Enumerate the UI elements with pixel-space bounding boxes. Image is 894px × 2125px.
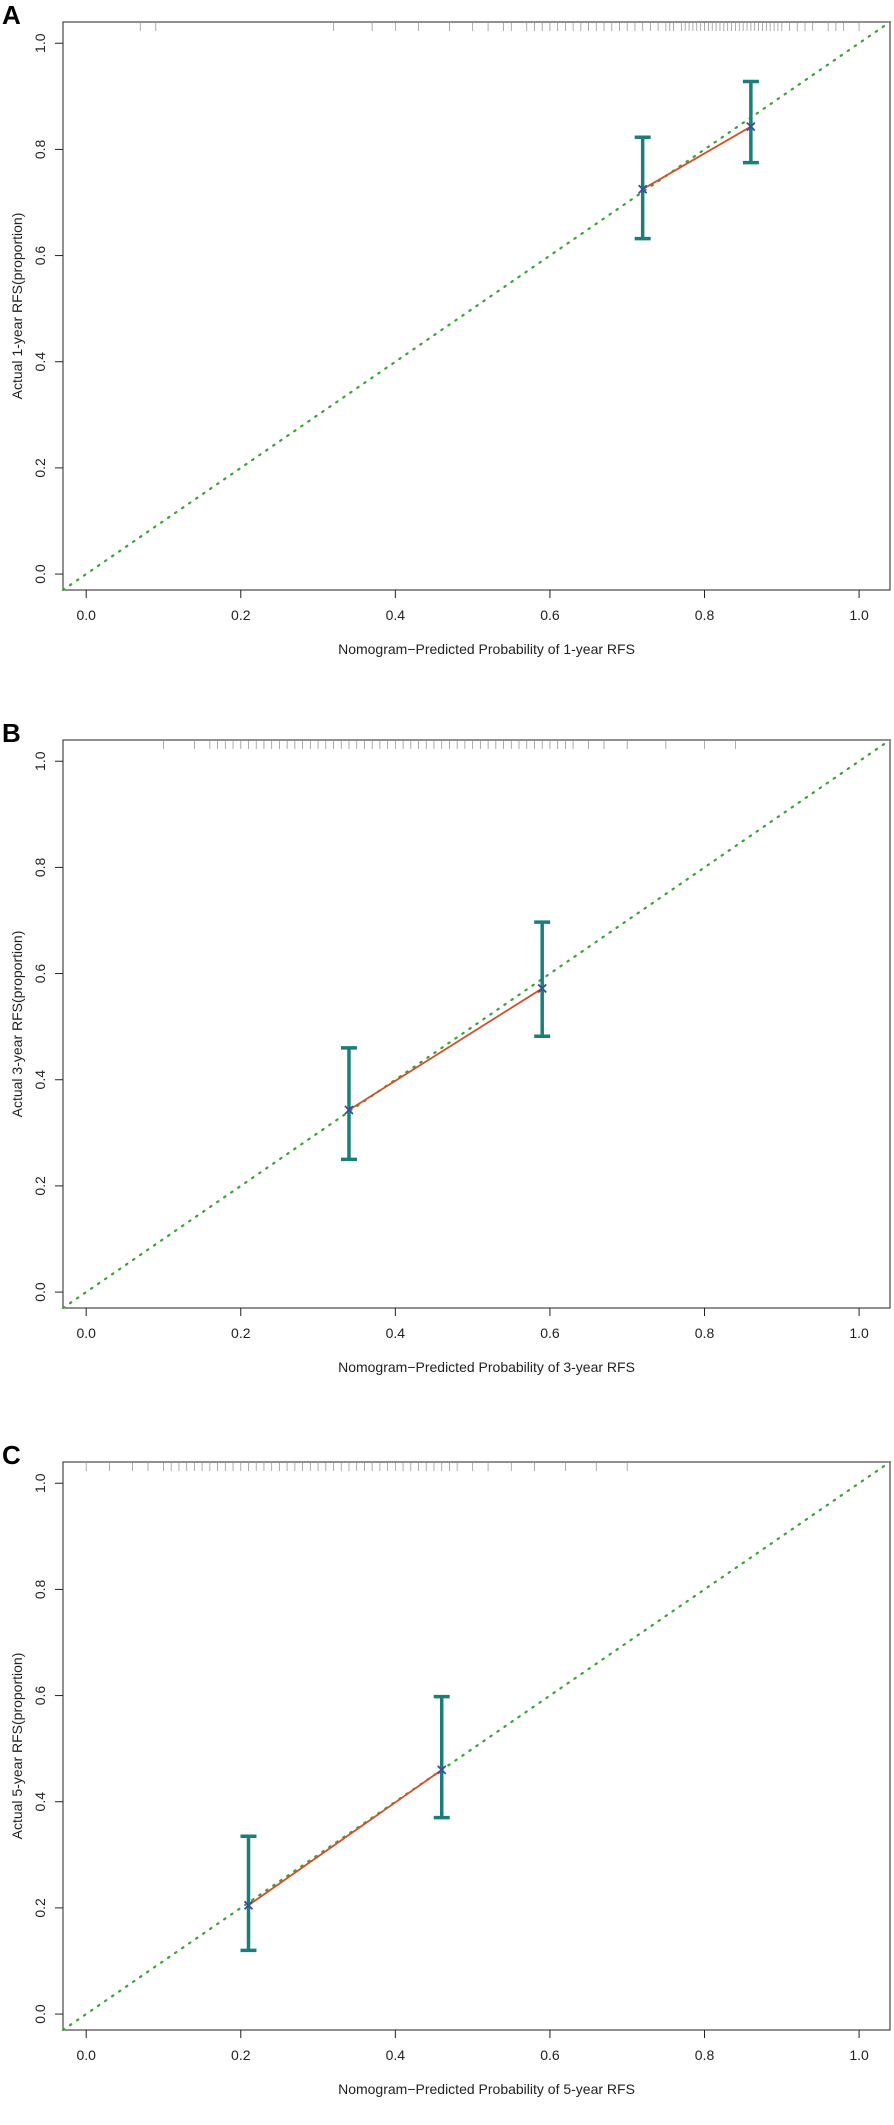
- calibration-panel-c: C 0.0 0.2 0.4 0.6 0.8 1.0 0.0 0.2 0.4 0.6 0.8 1.0 No…: [0, 1440, 894, 2125]
- y-tick-label: 0.6: [32, 1686, 48, 1706]
- y-tick-label: 0.0: [32, 564, 48, 584]
- y-tick-label: 0.4: [32, 1792, 48, 1812]
- y-tick-label: 1.0: [32, 751, 48, 771]
- y-tick-label: 0.4: [32, 352, 48, 372]
- x-axis-label: Nomogram−Predicted Probability of 5-year…: [338, 2081, 635, 2097]
- y-tick-label: 0.8: [32, 1579, 48, 1599]
- data-point-marker: [746, 121, 756, 132]
- x-tick-label: 0.0: [76, 607, 96, 623]
- x-tick-label: 0.8: [695, 1325, 715, 1341]
- y-axis-label: Actual 3-year RFS(proportion): [9, 931, 25, 1118]
- plot-frame: [62, 739, 891, 1309]
- data-point-marker: [537, 983, 547, 994]
- x-tick-label: 0.6: [540, 1325, 560, 1341]
- observed-calibration-line: [348, 987, 543, 1111]
- x-tick-label: 0.6: [540, 2047, 560, 2063]
- calibration-panel-a: A 0.0 0.2 0.4 0.6 0.8 1.0 0.0 0.2 0.4 0.6 0.8 1.0 No…: [0, 0, 894, 700]
- x-tick-label: 0.2: [231, 607, 251, 623]
- x-tick-label: 0.4: [386, 2047, 406, 2063]
- x-tick-label: 0.4: [386, 1325, 406, 1341]
- x-tick-label: 0.0: [76, 2047, 96, 2063]
- y-tick-label: 0.8: [32, 139, 48, 159]
- observed-calibration-line: [247, 1769, 443, 1906]
- data-point-marker: [638, 184, 648, 194]
- data-point-marker: [344, 1105, 354, 1115]
- panel-label-b: B: [2, 718, 21, 748]
- x-tick-label: 0.8: [695, 607, 715, 623]
- calibration-plot-a: 0.0 0.2 0.4 0.6 0.8 1.0 0.0 0.2 0.4 0.6 0.8 1.0 Nomo…: [9, 20, 892, 657]
- y-tick-label: 0.2: [32, 1898, 48, 1918]
- x-tick-label: 1.0: [849, 1325, 869, 1341]
- plot-frame: [62, 1461, 891, 2031]
- calibration-plot-b: 0.0 0.2 0.4 0.6 0.8 1.0 0.0 0.2 0.4 0.6 0.8 1.0 Nomo…: [9, 738, 892, 1375]
- y-tick-label: 0.0: [32, 2004, 48, 2024]
- y-tick-label: 0.8: [32, 857, 48, 877]
- y-tick-label: 0.2: [32, 458, 48, 478]
- x-tick-label: 0.2: [231, 2047, 251, 2063]
- ideal-reference-line: [61, 738, 892, 1310]
- ideal-reference-line: [61, 1460, 892, 2032]
- x-tick-label: 0.6: [540, 607, 560, 623]
- x-tick-label: 0.4: [386, 607, 406, 623]
- x-tick-label: 0.0: [76, 1325, 96, 1341]
- y-tick-label: 0.4: [32, 1070, 48, 1090]
- y-tick-label: 1.0: [32, 1473, 48, 1493]
- panel-label-c: C: [2, 1440, 21, 1470]
- data-point-marker: [243, 1900, 254, 1910]
- x-axis-label: Nomogram−Predicted Probability of 1-year…: [338, 641, 635, 657]
- y-axis-label: Actual 1-year RFS(proportion): [9, 213, 25, 400]
- y-tick-label: 0.6: [32, 964, 48, 984]
- y-axis-label: Actual 5-year RFS(proportion): [9, 1653, 25, 1840]
- x-tick-label: 1.0: [849, 607, 869, 623]
- calibration-panel-b: B 0.0 0.2 0.4 0.6 0.8 1.0 0.0 0.2 0.4 0.6 0.8 1.0 No…: [0, 718, 894, 1418]
- x-tick-label: 0.2: [231, 1325, 251, 1341]
- x-tick-label: 1.0: [849, 2047, 869, 2063]
- y-tick-label: 0.0: [32, 1282, 48, 1302]
- plot-frame: [62, 21, 891, 591]
- y-tick-label: 0.2: [32, 1176, 48, 1196]
- panel-label-a: A: [2, 0, 21, 30]
- y-tick-label: 0.6: [32, 246, 48, 266]
- x-axis-label: Nomogram−Predicted Probability of 3-year…: [338, 1359, 635, 1375]
- ideal-reference-line: [61, 20, 892, 592]
- observed-calibration-line: [642, 125, 752, 190]
- y-tick-label: 1.0: [32, 33, 48, 53]
- data-point-marker: [437, 1765, 447, 1775]
- x-tick-label: 0.8: [695, 2047, 715, 2063]
- calibration-plot-c: 0.0 0.2 0.4 0.6 0.8 1.0 0.0 0.2 0.4 0.6 0.8 1.0 Nomo…: [9, 1460, 892, 2097]
